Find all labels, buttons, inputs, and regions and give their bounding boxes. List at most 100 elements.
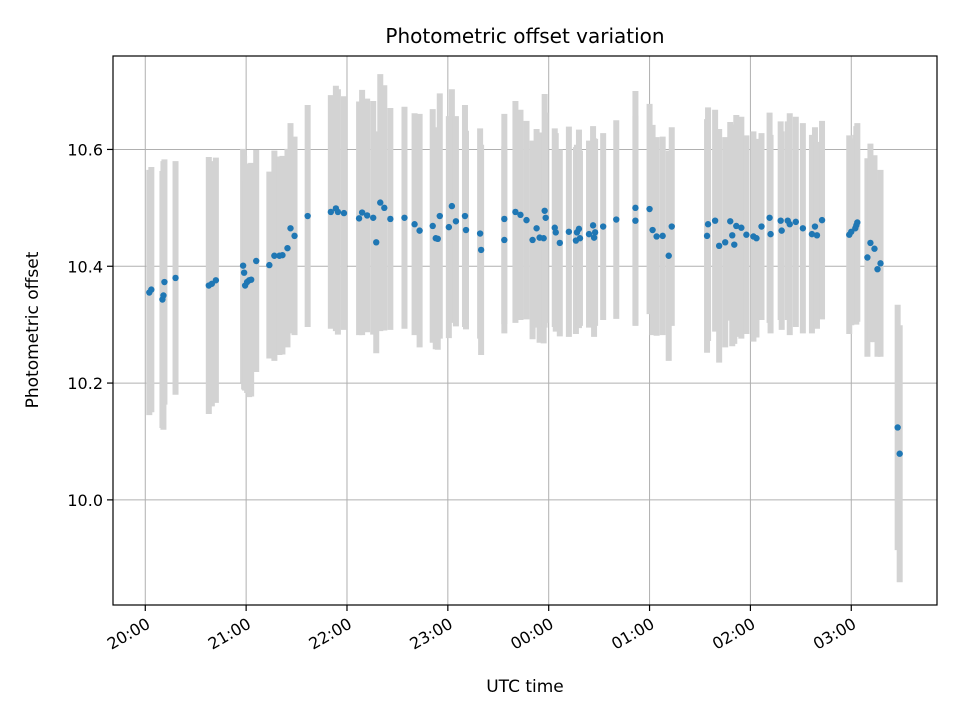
data-point [896,450,903,457]
data-point [247,276,255,283]
data-point [591,229,599,236]
data-point [517,211,524,219]
data-point [792,218,800,226]
data-point [436,212,443,220]
data-point [452,218,460,225]
data-point [649,226,656,234]
data-point [565,228,573,235]
y-tick-label: 10.4 [67,257,103,276]
data-point [381,204,388,212]
data-point [808,230,816,238]
data-point [172,274,179,282]
data-point [753,235,760,242]
data-points [146,199,903,457]
x-axis-label: UTC time [486,677,564,697]
data-point [340,209,348,217]
data-point [212,277,220,284]
data-point [279,251,286,259]
y-axis-label: Photometric offset [23,251,43,408]
data-point [668,223,675,230]
data-point [370,214,377,221]
data-point [813,232,821,239]
data-point [377,199,384,206]
data-point [704,221,712,228]
data-point [703,232,711,240]
data-point [161,278,168,286]
data-point [533,225,540,232]
y-tick-label: 10.2 [67,374,103,393]
data-point [867,239,874,247]
data-point [818,216,826,224]
data-point [541,207,548,214]
data-point [733,222,740,230]
data-point [653,233,660,240]
data-point [874,265,881,273]
data-point [148,286,155,293]
data-point [799,225,807,232]
data-point [434,235,441,243]
data-point [811,223,819,230]
data-point [239,262,247,269]
data-point [632,217,639,224]
data-point [877,260,884,267]
data-point [599,223,607,230]
data-point [727,218,734,225]
data-point [373,239,380,246]
data-point [729,232,736,239]
data-point [871,245,878,252]
data-point [476,230,484,237]
data-point [411,221,418,228]
data-point [715,242,723,250]
data-point [327,208,335,216]
data-point [523,216,530,224]
data-point [358,209,366,216]
data-point [556,239,563,247]
data-point [287,225,294,232]
data-point [552,229,559,236]
data-point [542,214,549,221]
data-point [576,235,584,242]
plot-frame [112,55,938,606]
data-point [540,235,547,242]
data-point [284,244,291,252]
data-point [854,219,861,226]
data-point [646,205,653,213]
data-point [585,230,593,238]
data-point [240,269,248,276]
data-point [501,215,508,223]
data-point [778,227,785,234]
data-point [722,239,729,246]
data-point [461,212,469,220]
data-point [363,212,371,219]
data-point [711,217,719,224]
data-point [429,222,436,230]
data-point [445,223,453,231]
data-point [786,221,793,228]
data-point [501,236,508,244]
data-point [590,234,598,241]
data-point [529,236,536,244]
data-point [738,224,745,231]
data-point [448,202,456,210]
data-point [894,424,901,431]
data-point [253,257,260,265]
data-point [355,215,363,222]
data-point [416,227,423,234]
data-point [766,214,773,221]
data-point [160,292,167,299]
data-point [767,230,774,238]
data-point [271,252,278,259]
data-point [731,241,738,248]
data-point [758,223,765,230]
data-point [462,226,470,234]
data-point [659,232,666,240]
data-point [291,232,298,240]
data-point [864,254,871,261]
data-point [266,261,273,269]
data-point [589,222,597,229]
data-point [777,217,784,224]
data-point [512,208,519,216]
data-point [334,208,342,216]
